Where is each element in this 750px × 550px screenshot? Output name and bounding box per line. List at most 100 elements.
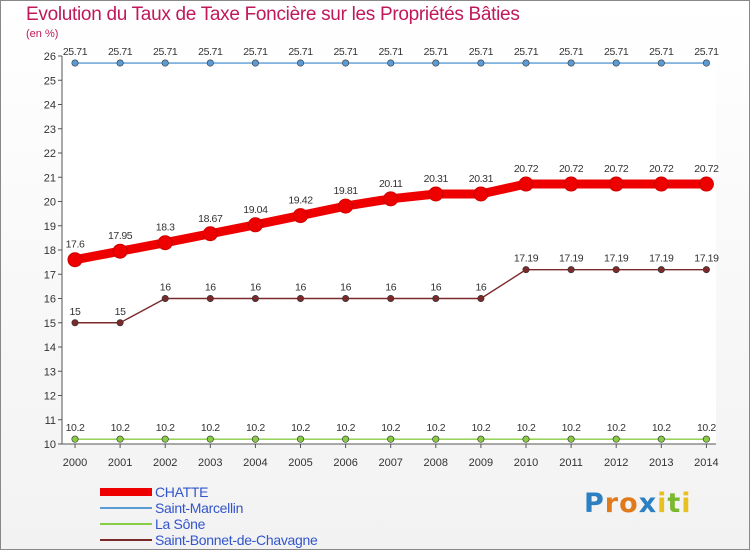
- data-label: 16: [295, 282, 306, 294]
- data-point: [522, 59, 530, 67]
- data-label: 10.2: [111, 422, 130, 434]
- data-label: 20.72: [649, 163, 674, 175]
- data-label: 10.2: [652, 422, 671, 434]
- data-label: 10.2: [156, 422, 175, 434]
- x-tick-label: 2004: [243, 457, 267, 469]
- data-point: [383, 191, 399, 207]
- x-tick-label: 2013: [649, 457, 673, 469]
- data-label: 15: [115, 306, 126, 318]
- data-label: 16: [430, 282, 441, 294]
- data-point: [202, 226, 218, 242]
- data-label: 10.2: [697, 422, 716, 434]
- data-label: 25.71: [469, 46, 494, 58]
- data-label: 17.19: [514, 253, 539, 265]
- data-point: [161, 294, 169, 302]
- data-point: [473, 186, 489, 202]
- data-point: [161, 435, 169, 443]
- logo-letter: i: [681, 488, 692, 519]
- data-label: 16: [475, 282, 486, 294]
- data-point: [567, 266, 575, 274]
- data-point: [342, 435, 350, 443]
- legend-swatch: [100, 539, 152, 541]
- data-label: 17.95: [108, 230, 133, 242]
- y-tick-label: 16: [44, 294, 56, 306]
- x-tick-label: 2007: [378, 457, 402, 469]
- data-point: [206, 435, 214, 443]
- data-point: [161, 59, 169, 67]
- data-point: [71, 319, 79, 327]
- data-point: [698, 176, 714, 192]
- data-point: [296, 435, 304, 443]
- data-label: 16: [250, 282, 261, 294]
- data-point: [702, 59, 710, 67]
- data-point: [657, 59, 665, 67]
- data-point: [522, 266, 530, 274]
- data-label: 10.2: [336, 422, 355, 434]
- y-tick-label: 25: [44, 75, 56, 87]
- data-point: [522, 435, 530, 443]
- legend-swatch: [100, 507, 152, 509]
- data-label: 10.2: [381, 422, 400, 434]
- proxiti-logo: Proxiti: [584, 488, 692, 519]
- data-label: 15: [70, 306, 81, 318]
- y-tick-label: 18: [44, 245, 56, 257]
- data-point: [387, 59, 395, 67]
- y-tick-label: 19: [44, 221, 56, 233]
- data-label: 16: [385, 282, 396, 294]
- data-point: [293, 208, 308, 224]
- data-label: 10.2: [607, 422, 626, 434]
- data-point: [67, 252, 83, 268]
- data-point: [477, 59, 485, 67]
- data-label: 20.31: [469, 173, 494, 185]
- data-label: 20.11: [379, 178, 403, 190]
- logo-letter: t: [667, 488, 682, 519]
- data-point: [702, 266, 710, 274]
- plot-area: [62, 56, 716, 444]
- legend-label: Saint-Bonnet-de-Chavagne: [155, 532, 318, 548]
- data-label: 19.42: [288, 195, 313, 207]
- data-point: [206, 59, 214, 67]
- y-tick-label: 26: [44, 51, 56, 63]
- y-tick-label: 13: [44, 366, 56, 378]
- y-tick-label: 10: [44, 439, 56, 451]
- y-tick-label: 24: [44, 100, 56, 112]
- x-tick-label: 2005: [288, 457, 312, 469]
- logo-letter: x: [638, 488, 658, 519]
- data-point: [116, 319, 124, 327]
- data-point: [608, 176, 624, 192]
- data-label: 20.31: [424, 173, 449, 185]
- data-label: 18.3: [156, 222, 175, 234]
- data-point: [518, 176, 534, 192]
- data-label: 25.71: [198, 46, 223, 58]
- x-tick-label: 2001: [108, 457, 132, 469]
- legend-label: Saint-Marcellin: [155, 500, 244, 516]
- logo-letter: o: [619, 488, 639, 519]
- chart-title: Evolution du Taux de Taxe Foncière sur l…: [26, 4, 520, 25]
- data-label: 25.71: [604, 46, 629, 58]
- data-point: [477, 294, 485, 302]
- data-point: [612, 435, 620, 443]
- y-axis-unit: (en %): [26, 28, 59, 40]
- data-point: [206, 294, 214, 302]
- data-label: 10.2: [562, 422, 581, 434]
- data-label: 25.71: [379, 46, 404, 58]
- data-label: 10.2: [471, 422, 490, 434]
- data-label: 25.71: [694, 46, 719, 58]
- data-label: 10.2: [291, 422, 310, 434]
- data-point: [477, 435, 485, 443]
- data-point: [251, 294, 259, 302]
- data-point: [612, 59, 620, 67]
- data-label: 25.71: [333, 46, 358, 58]
- data-point: [296, 294, 304, 302]
- data-label: 10.2: [246, 422, 265, 434]
- data-point: [612, 266, 620, 274]
- y-tick-label: 22: [44, 148, 56, 160]
- data-point: [116, 59, 124, 67]
- data-point: [432, 59, 440, 67]
- data-point: [71, 435, 79, 443]
- legend-swatch: [100, 523, 152, 525]
- x-tick-label: 2002: [153, 457, 177, 469]
- data-point: [157, 235, 173, 251]
- data-label: 19.81: [333, 185, 358, 197]
- data-label: 20.72: [559, 163, 584, 175]
